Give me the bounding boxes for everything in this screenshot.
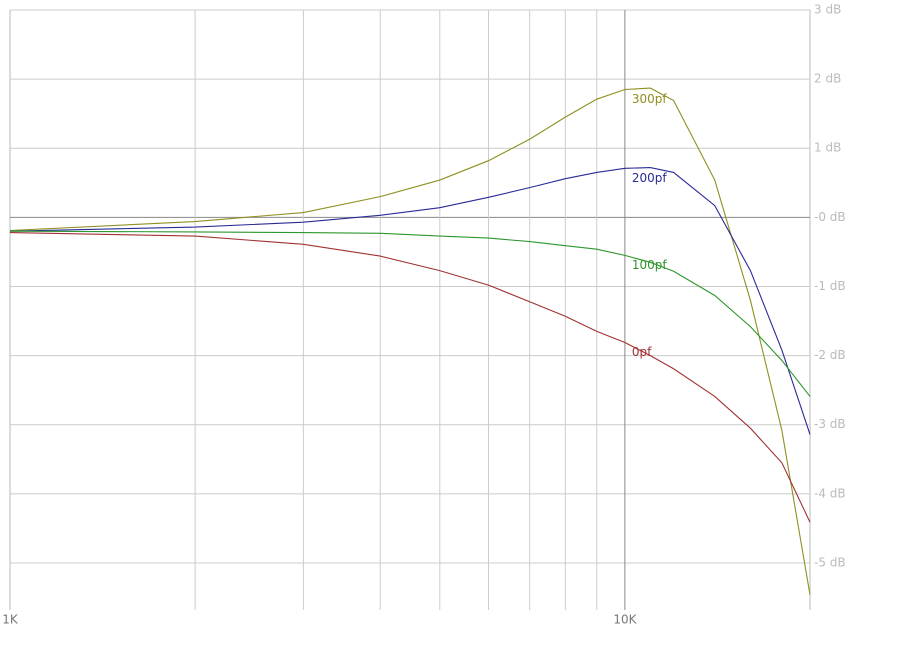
- series-label: 300pf: [632, 92, 668, 106]
- y-tick-label: 1 dB: [814, 141, 841, 155]
- y-tick-label: -3 dB: [814, 417, 846, 431]
- series-line: [9, 87, 811, 595]
- y-tick-label: 3 dB: [814, 3, 841, 17]
- y-tick-label: 2 dB: [814, 72, 841, 86]
- y-tick-label: -2 dB: [814, 348, 846, 362]
- x-tick-label: 10K: [613, 613, 637, 627]
- series-line: [9, 230, 811, 397]
- series-label: 200pf: [632, 171, 668, 185]
- series-line: [9, 167, 811, 435]
- y-tick-label: -5 dB: [814, 555, 846, 569]
- x-tick-label: 1K: [2, 613, 19, 627]
- series-line: [9, 232, 811, 523]
- series-label: 100pf: [632, 258, 668, 272]
- y-tick-label: -1 dB: [814, 279, 846, 293]
- y-tick-label: -0 dB: [814, 210, 846, 224]
- series-label: 0pf: [632, 345, 652, 359]
- y-tick-label: -4 dB: [814, 486, 846, 500]
